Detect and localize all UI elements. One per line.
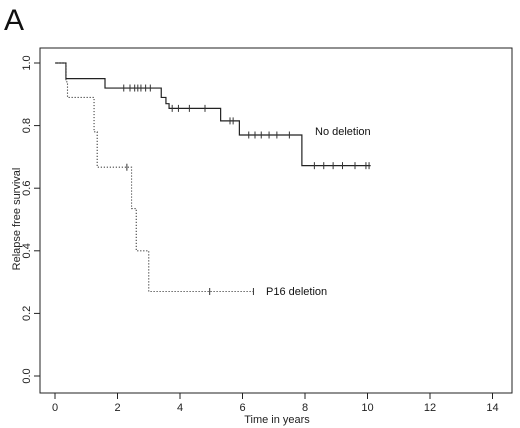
series-label-no-deletion: No deletion xyxy=(315,126,371,138)
x-tick-label: 6 xyxy=(239,402,245,414)
x-tick-label: 2 xyxy=(114,402,120,414)
y-tick-label: 0.8 xyxy=(21,118,33,133)
y-tick-label: 0.2 xyxy=(21,306,33,321)
y-tick-label: 0.0 xyxy=(21,368,33,383)
x-tick-label: 10 xyxy=(361,402,373,414)
y-tick-label: 1.0 xyxy=(21,55,33,70)
x-tick-label: 0 xyxy=(52,402,58,414)
series-label-p16-deletion: P16 deletion xyxy=(266,286,327,298)
plot-frame xyxy=(39,47,513,394)
x-tick-label: 8 xyxy=(302,402,308,414)
series-line-p16-deletion xyxy=(55,62,254,293)
x-tick-label: 14 xyxy=(486,402,498,414)
y-axis-label: Relapse free survival xyxy=(11,168,23,271)
series-layer xyxy=(55,62,371,293)
y-tick-label: 0.4 xyxy=(21,243,33,258)
series-line-no-deletion xyxy=(55,62,371,167)
x-axis-label: Time in years xyxy=(244,414,310,426)
x-axis: 0 2 4 6 8 10 12 14 xyxy=(52,392,499,414)
y-axis: 0.0 0.2 0.4 0.6 0.8 1.0 xyxy=(21,55,41,384)
panel-label: A xyxy=(4,4,24,37)
x-tick-label: 4 xyxy=(177,402,183,414)
x-tick-label: 12 xyxy=(424,402,436,414)
censor-mark-layer xyxy=(123,84,370,295)
y-tick-label: 0.6 xyxy=(21,181,33,196)
